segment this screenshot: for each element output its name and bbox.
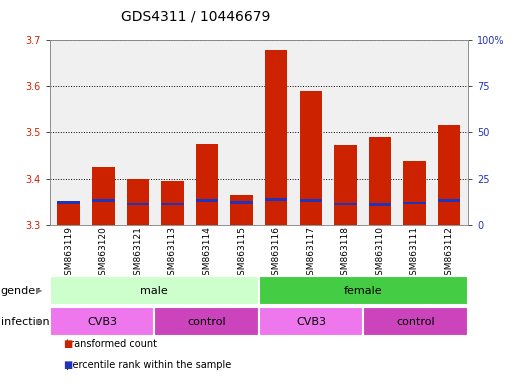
Bar (438, 199, 460, 202)
Text: ■: ■ (63, 339, 72, 349)
Text: CVB3: CVB3 (296, 316, 326, 327)
Bar (196, 199, 218, 202)
Bar (50, 307, 154, 336)
Bar (154, 307, 259, 336)
Bar (58, 204, 80, 225)
Bar (334, 145, 357, 225)
Text: infection: infection (1, 316, 49, 327)
Bar (196, 144, 218, 225)
Text: gender: gender (1, 286, 40, 296)
Bar (161, 202, 184, 205)
Bar (369, 204, 391, 206)
Bar (265, 199, 288, 201)
Bar (300, 199, 322, 202)
Text: control: control (396, 316, 435, 327)
Bar (300, 91, 322, 225)
Text: ▶: ▶ (36, 286, 42, 295)
Bar (369, 137, 391, 225)
Text: control: control (187, 316, 226, 327)
Text: female: female (344, 286, 383, 296)
Text: ■: ■ (63, 360, 72, 370)
Bar (363, 307, 468, 336)
Text: male: male (140, 286, 168, 296)
Bar (438, 125, 460, 225)
Text: GDS4311 / 10446679: GDS4311 / 10446679 (121, 10, 271, 23)
Text: transformed count: transformed count (60, 339, 157, 349)
Bar (92, 199, 115, 202)
Bar (92, 167, 115, 225)
Bar (127, 179, 149, 225)
Bar (259, 276, 468, 305)
Bar (259, 307, 363, 336)
Text: ▶: ▶ (36, 317, 42, 326)
Text: CVB3: CVB3 (87, 316, 117, 327)
Bar (403, 161, 426, 225)
Bar (58, 201, 80, 204)
Bar (265, 50, 288, 225)
Bar (334, 202, 357, 205)
Bar (127, 202, 149, 205)
Text: percentile rank within the sample: percentile rank within the sample (60, 360, 231, 370)
Bar (161, 181, 184, 225)
Bar (403, 202, 426, 204)
Bar (230, 195, 253, 225)
Bar (50, 276, 259, 305)
Bar (230, 201, 253, 204)
